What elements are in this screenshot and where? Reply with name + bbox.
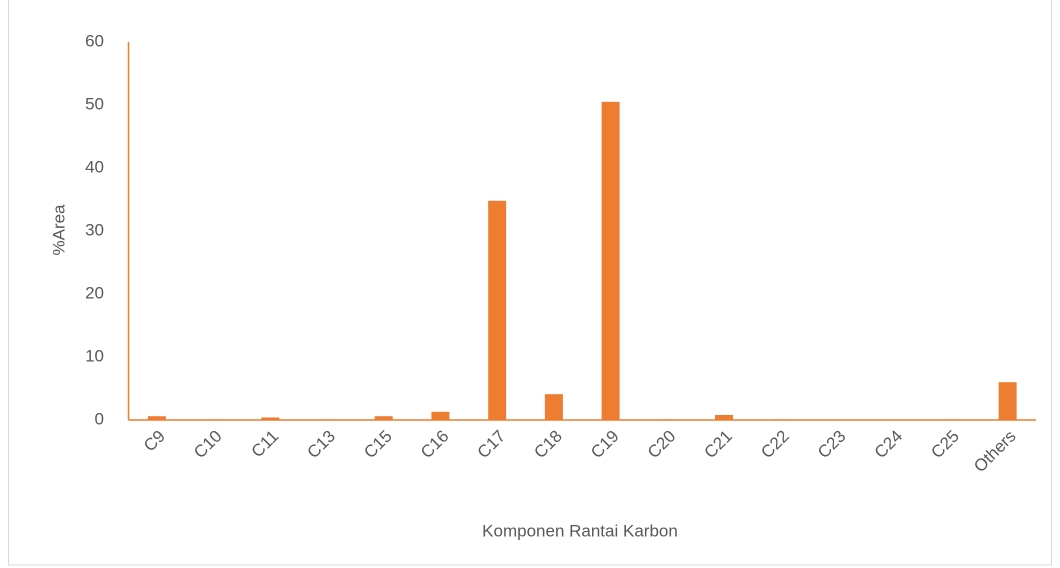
x-tick-label: C15 xyxy=(360,427,395,462)
bar xyxy=(998,382,1017,420)
bar xyxy=(374,416,393,420)
x-axis-title: Komponen Rantai Karbon xyxy=(482,521,678,540)
x-tick-label: C10 xyxy=(190,427,225,462)
x-tick-label: C17 xyxy=(474,427,509,462)
x-tick-label: C13 xyxy=(304,427,339,462)
y-axis-title: %Area xyxy=(49,204,68,256)
y-tick-label: 10 xyxy=(85,346,104,365)
y-tick-label: 20 xyxy=(85,283,104,302)
y-tick-label: 60 xyxy=(85,31,104,50)
chart-border xyxy=(8,0,1052,566)
x-tick-label: C23 xyxy=(814,427,849,462)
x-tick-label: C24 xyxy=(871,427,906,462)
x-tick-label: C25 xyxy=(927,427,962,462)
x-tick-label: Others xyxy=(970,427,1020,477)
x-tick-label: C22 xyxy=(757,427,792,462)
x-tick-label: C16 xyxy=(417,427,452,462)
y-tick-label: 30 xyxy=(85,220,104,239)
x-tick-label: C21 xyxy=(701,427,736,462)
x-tick-label: C9 xyxy=(140,427,169,456)
x-tick-label: C11 xyxy=(248,427,283,462)
x-tick-label: C19 xyxy=(587,427,622,462)
bar xyxy=(544,394,563,420)
x-tick-label: C18 xyxy=(530,427,565,462)
bar xyxy=(488,200,507,420)
bar xyxy=(601,101,620,420)
y-tick-label: 0 xyxy=(95,409,104,428)
bar xyxy=(431,411,450,420)
x-tick-label: C20 xyxy=(644,427,679,462)
bar xyxy=(147,416,166,420)
y-tick-label: 50 xyxy=(85,94,104,113)
bar xyxy=(261,417,280,420)
y-tick-label: 40 xyxy=(85,157,104,176)
bar xyxy=(715,414,734,420)
